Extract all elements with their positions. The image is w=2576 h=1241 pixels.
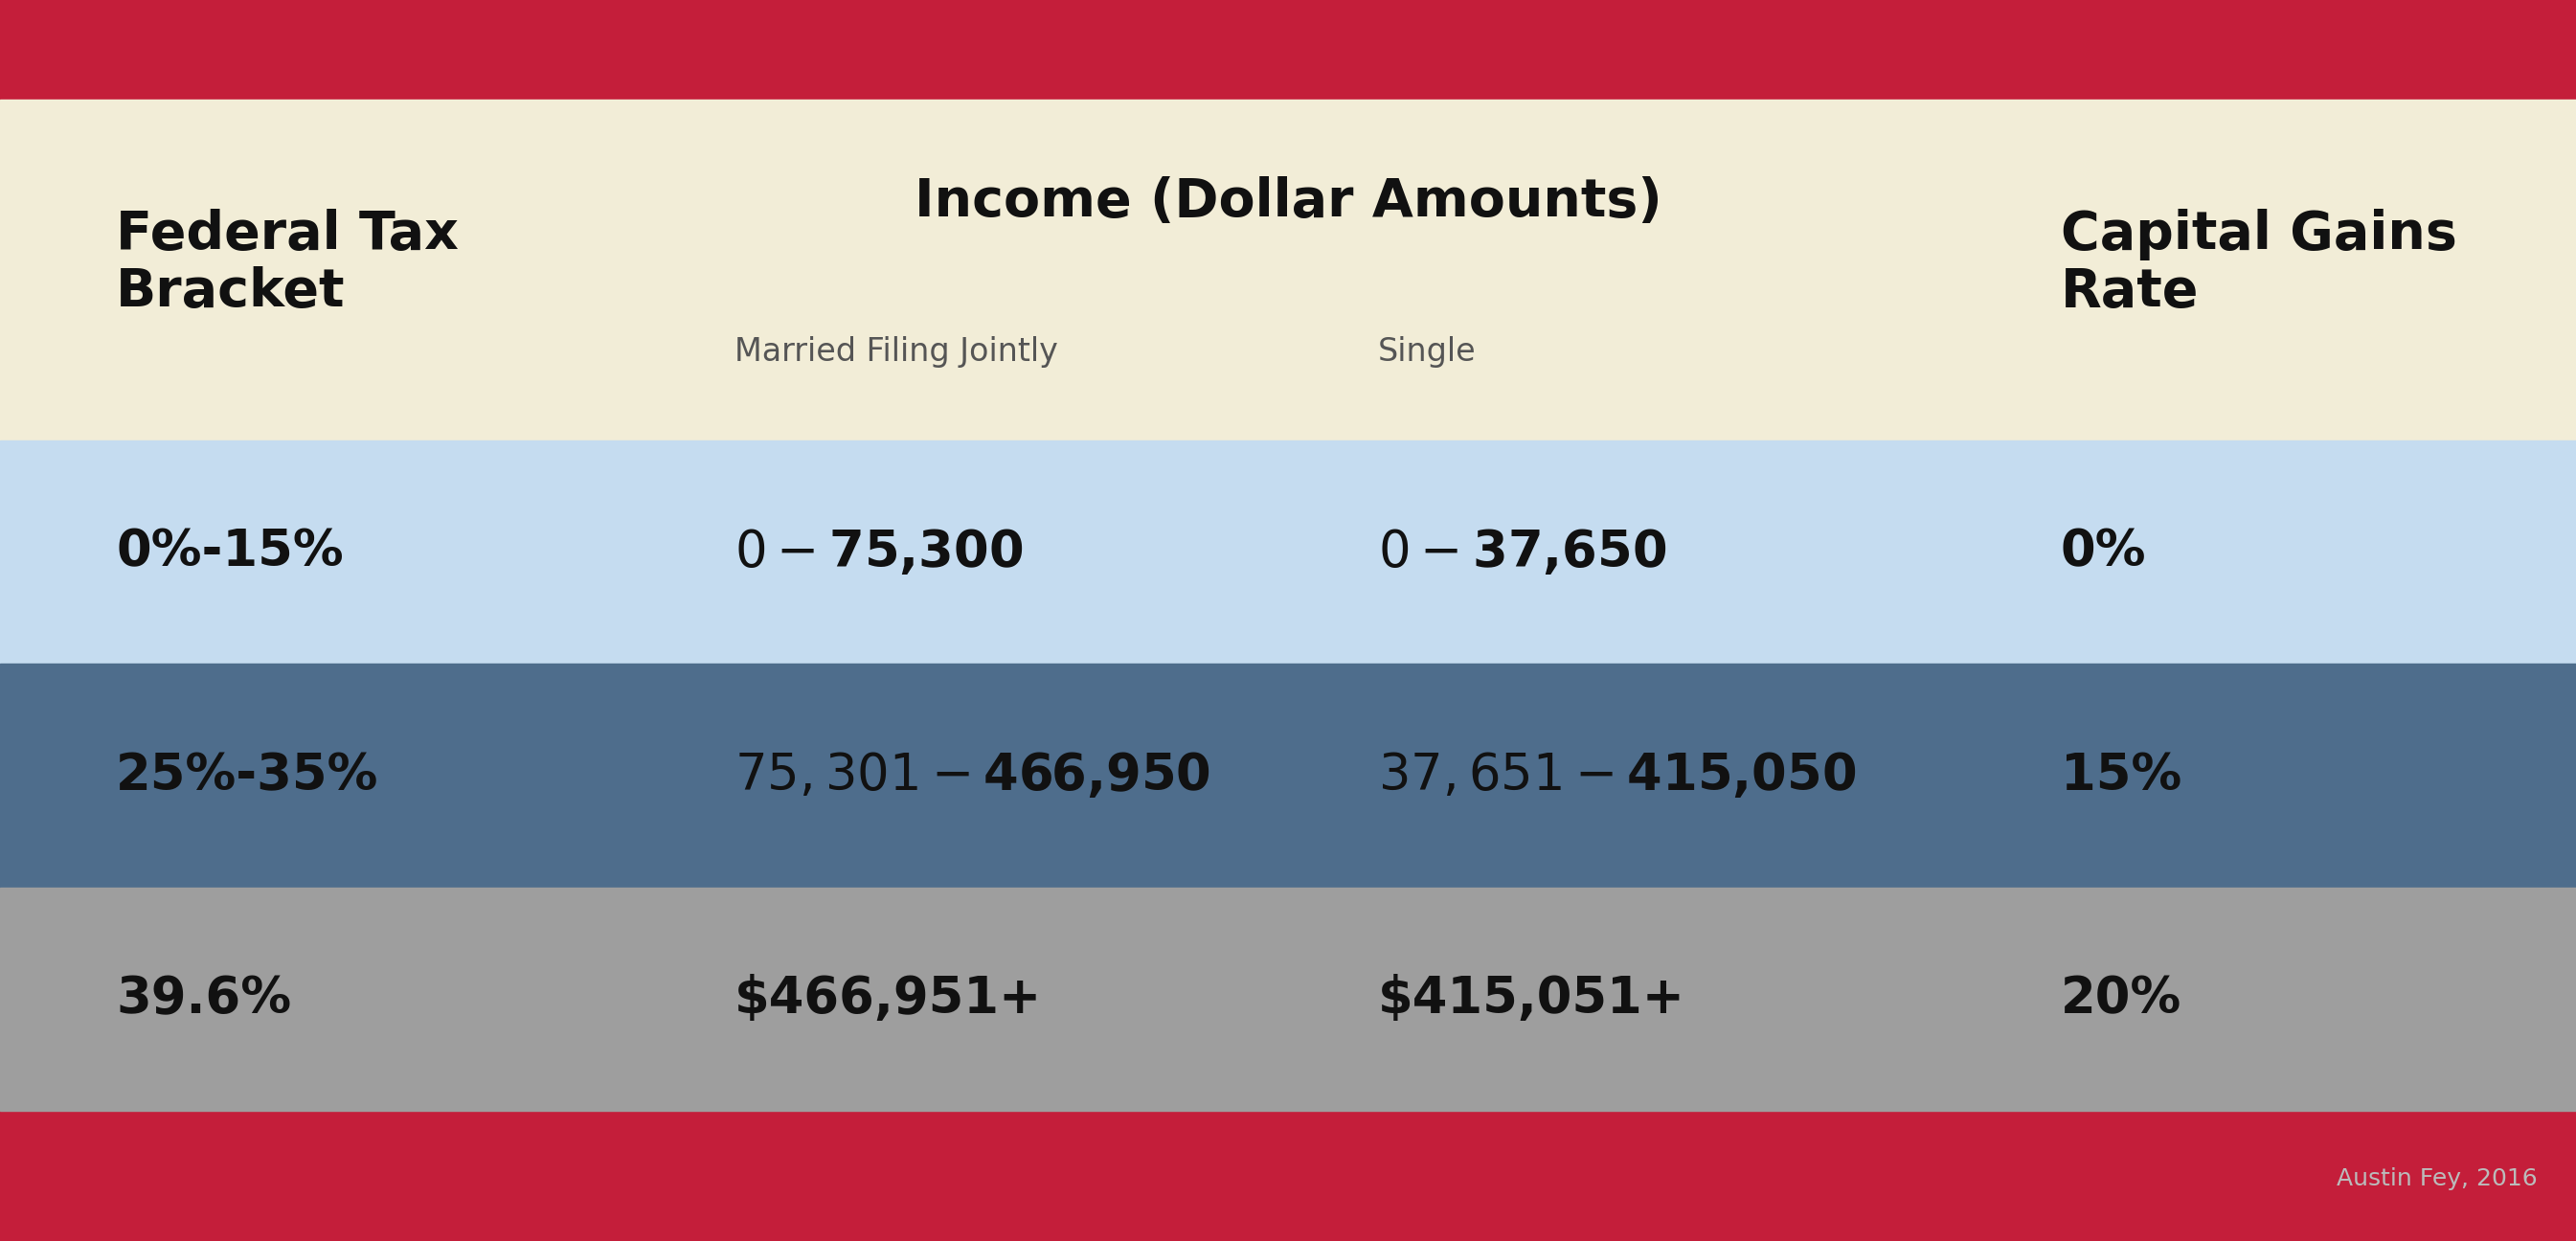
Text: 0%-15%: 0%-15%: [116, 527, 343, 577]
Text: Married Filing Jointly: Married Filing Jointly: [734, 336, 1059, 367]
Text: 15%: 15%: [2061, 751, 2182, 800]
Text: Single: Single: [1378, 336, 1476, 367]
Text: 0%: 0%: [2061, 527, 2146, 577]
Text: 20%: 20%: [2061, 974, 2182, 1024]
Bar: [0, 887, 2576, 1111]
Text: $0-$37,650: $0-$37,650: [1378, 527, 1667, 577]
Text: $75,301-$466,950: $75,301-$466,950: [734, 751, 1211, 800]
Text: $0-$75,300: $0-$75,300: [734, 527, 1023, 577]
Text: 39.6%: 39.6%: [116, 974, 291, 1024]
Text: Austin Fey, 2016: Austin Fey, 2016: [2336, 1168, 2537, 1190]
Bar: [0, 99, 2576, 441]
Bar: [0, 441, 2576, 664]
Text: Income (Dollar Amounts): Income (Dollar Amounts): [914, 176, 1662, 227]
Bar: [0, 664, 2576, 887]
Text: Federal Tax
Bracket: Federal Tax Bracket: [116, 208, 459, 318]
Text: $466,951+: $466,951+: [734, 974, 1041, 1024]
Text: 25%-35%: 25%-35%: [116, 751, 379, 800]
Text: $415,051+: $415,051+: [1378, 974, 1685, 1024]
Text: Capital Gains
Rate: Capital Gains Rate: [2061, 208, 2458, 318]
Text: $37,651-$415,050: $37,651-$415,050: [1378, 751, 1857, 800]
